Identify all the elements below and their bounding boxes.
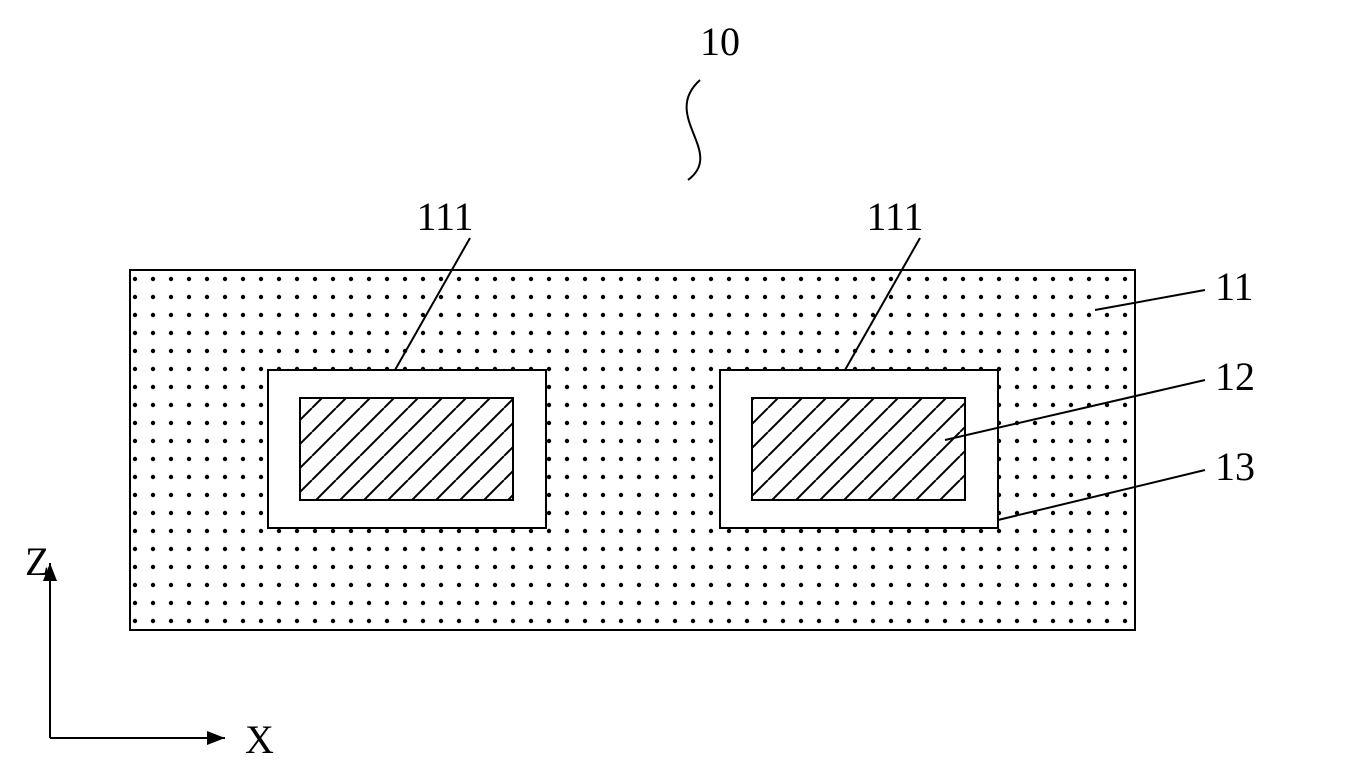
label-assembly: 10 [700, 19, 740, 64]
label-ref11: 11 [1215, 264, 1254, 309]
label-cavity_right: 111 [866, 194, 923, 239]
inner-hatched-1 [752, 398, 965, 500]
axis-label-z: Z [25, 539, 49, 584]
inner-hatched-0 [300, 398, 513, 500]
label-ref13: 13 [1215, 444, 1255, 489]
label-ref12: 12 [1215, 354, 1255, 399]
axis-label-x: X [245, 717, 274, 762]
label-cavity_left: 111 [416, 194, 473, 239]
